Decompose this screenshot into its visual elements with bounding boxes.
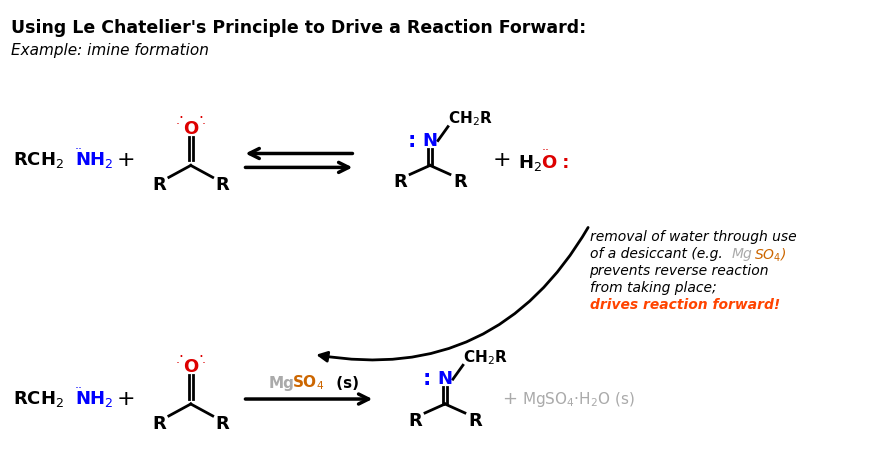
Text: :: : [556, 155, 569, 172]
Text: ·: · [176, 357, 180, 370]
Text: R: R [393, 173, 407, 191]
Text: O: O [184, 120, 198, 138]
Text: O: O [541, 155, 556, 172]
Text: SO$_4$: SO$_4$ [292, 374, 324, 392]
Text: R: R [468, 412, 482, 430]
Text: +: + [492, 150, 511, 171]
Text: drives reaction forward!: drives reaction forward! [590, 298, 780, 312]
Text: Using Le Chatelier's Principle to Drive a Reaction Forward:: Using Le Chatelier's Principle to Drive … [11, 19, 586, 37]
Text: from taking place;: from taking place; [590, 281, 716, 295]
Text: ·: · [176, 118, 180, 131]
Text: R: R [408, 412, 422, 430]
Text: R: R [152, 176, 166, 194]
Text: RCH$_2$: RCH$_2$ [13, 389, 65, 409]
Text: N: N [438, 370, 453, 388]
Text: (s): (s) [331, 376, 359, 391]
Text: ·: · [202, 118, 205, 131]
Text: prevents reverse reaction: prevents reverse reaction [590, 264, 769, 278]
Text: H$_2$: H$_2$ [517, 153, 542, 173]
Text: of a desiccant (e.g.: of a desiccant (e.g. [590, 247, 726, 261]
Text: +: + [117, 150, 135, 171]
Text: NH$_2$: NH$_2$ [75, 150, 114, 171]
Text: MgSO$_4$·H$_2$O (s): MgSO$_4$·H$_2$O (s) [522, 390, 635, 408]
Text: +: + [503, 390, 517, 408]
Text: :: : [408, 131, 416, 150]
Text: +: + [117, 389, 135, 409]
Text: ··: ·· [74, 382, 82, 395]
Text: ··: ·· [542, 144, 550, 157]
Text: CH$_2$R: CH$_2$R [463, 348, 508, 367]
FancyArrowPatch shape [319, 227, 588, 361]
Text: ·: · [202, 357, 205, 370]
Text: :: : [423, 369, 431, 389]
Text: R: R [216, 176, 230, 194]
Text: O: O [184, 358, 198, 376]
Text: ·: · [178, 350, 184, 365]
Text: ··: ·· [74, 143, 82, 156]
Text: ·: · [178, 111, 184, 126]
Text: SO$_4$): SO$_4$) [754, 247, 787, 264]
Text: RCH$_2$: RCH$_2$ [13, 150, 65, 171]
Text: NH$_2$: NH$_2$ [75, 389, 114, 409]
Text: ·: · [198, 111, 203, 126]
Text: removal of water through use: removal of water through use [590, 230, 796, 244]
Text: R: R [152, 415, 166, 433]
Text: Mg: Mg [732, 247, 753, 261]
Text: R: R [216, 415, 230, 433]
Text: CH$_2$R: CH$_2$R [448, 110, 493, 128]
Text: ·: · [198, 350, 203, 365]
Text: N: N [422, 132, 438, 149]
Text: Example: imine formation: Example: imine formation [11, 43, 209, 58]
Text: Mg: Mg [269, 376, 295, 391]
Text: R: R [453, 173, 467, 191]
